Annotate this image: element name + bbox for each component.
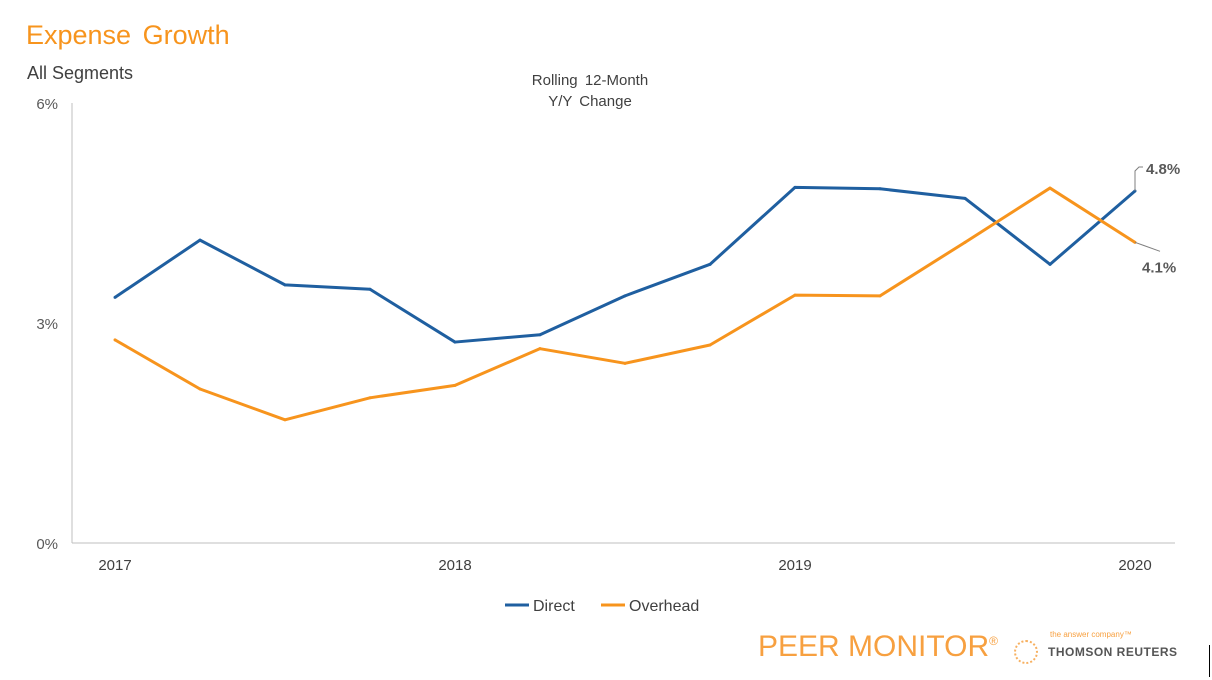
- y-tick-label: 3%: [36, 316, 58, 333]
- plot-title-line-1: Rolling 12-Month: [531, 72, 649, 89]
- chart-subtitle: All Segments: [27, 63, 134, 83]
- data-point-overhead: [453, 383, 457, 387]
- data-point-direct: [453, 340, 457, 344]
- peer-monitor-text: PEER MONITOR: [758, 630, 990, 663]
- leader-line: [1134, 166, 1143, 191]
- data-point-overhead: [878, 294, 882, 298]
- data-point-direct: [538, 333, 542, 337]
- tagline: the answer company™: [1050, 630, 1132, 639]
- data-point-overhead: [963, 240, 967, 244]
- registered-mark: ®: [989, 634, 998, 648]
- data-point-direct: [113, 295, 117, 299]
- plot-title: Rolling 12-Month Y/Y Change: [480, 70, 700, 112]
- data-point-direct: [623, 294, 627, 298]
- data-point-overhead: [1048, 186, 1052, 190]
- series-line-overhead: [114, 186, 1136, 422]
- x-tick-label: 2018: [438, 557, 471, 574]
- data-point-direct: [878, 187, 882, 191]
- legend-label-direct: Direct: [533, 598, 575, 615]
- data-point-overhead: [538, 347, 542, 351]
- x-tick-label: 2020: [1118, 557, 1151, 574]
- data-point-overhead: [368, 396, 372, 400]
- data-point-overhead: [198, 387, 202, 391]
- data-point-overhead: [113, 338, 117, 342]
- data-point-direct: [1048, 262, 1052, 266]
- data-point-overhead: [708, 343, 712, 347]
- x-tick-label: 2019: [778, 557, 811, 574]
- data-point-direct: [198, 238, 202, 242]
- data-point-overhead: [283, 418, 287, 422]
- thomson-reuters-logo: THOMSON REUTERS: [1048, 645, 1178, 659]
- data-point-overhead: [793, 293, 797, 297]
- data-point-direct: [708, 262, 712, 266]
- x-tick-label: 2017: [98, 557, 131, 574]
- chart-title: Expense Growth: [26, 20, 230, 50]
- plot-title-line-2: Y/Y Change: [548, 93, 632, 110]
- y-tick-label: 0%: [36, 536, 58, 553]
- data-point-direct: [368, 287, 372, 291]
- leader-line: [1134, 241, 1161, 252]
- data-point-direct: [793, 185, 797, 189]
- data-point-direct: [283, 283, 287, 287]
- legend-label-overhead: Overhead: [629, 598, 699, 615]
- data-point-direct: [963, 196, 967, 200]
- y-tick-label: 6%: [36, 96, 58, 113]
- data-point-overhead: [623, 361, 627, 365]
- peer-monitor-logo: PEER MONITOR®: [758, 630, 998, 664]
- series-line-direct: [114, 185, 1136, 344]
- text-cursor: [1209, 645, 1210, 677]
- end-label-direct: 4.8%: [1146, 161, 1180, 178]
- thomson-reuters-globe-icon: [1014, 640, 1038, 664]
- end-label-overhead: 4.1%: [1142, 259, 1176, 276]
